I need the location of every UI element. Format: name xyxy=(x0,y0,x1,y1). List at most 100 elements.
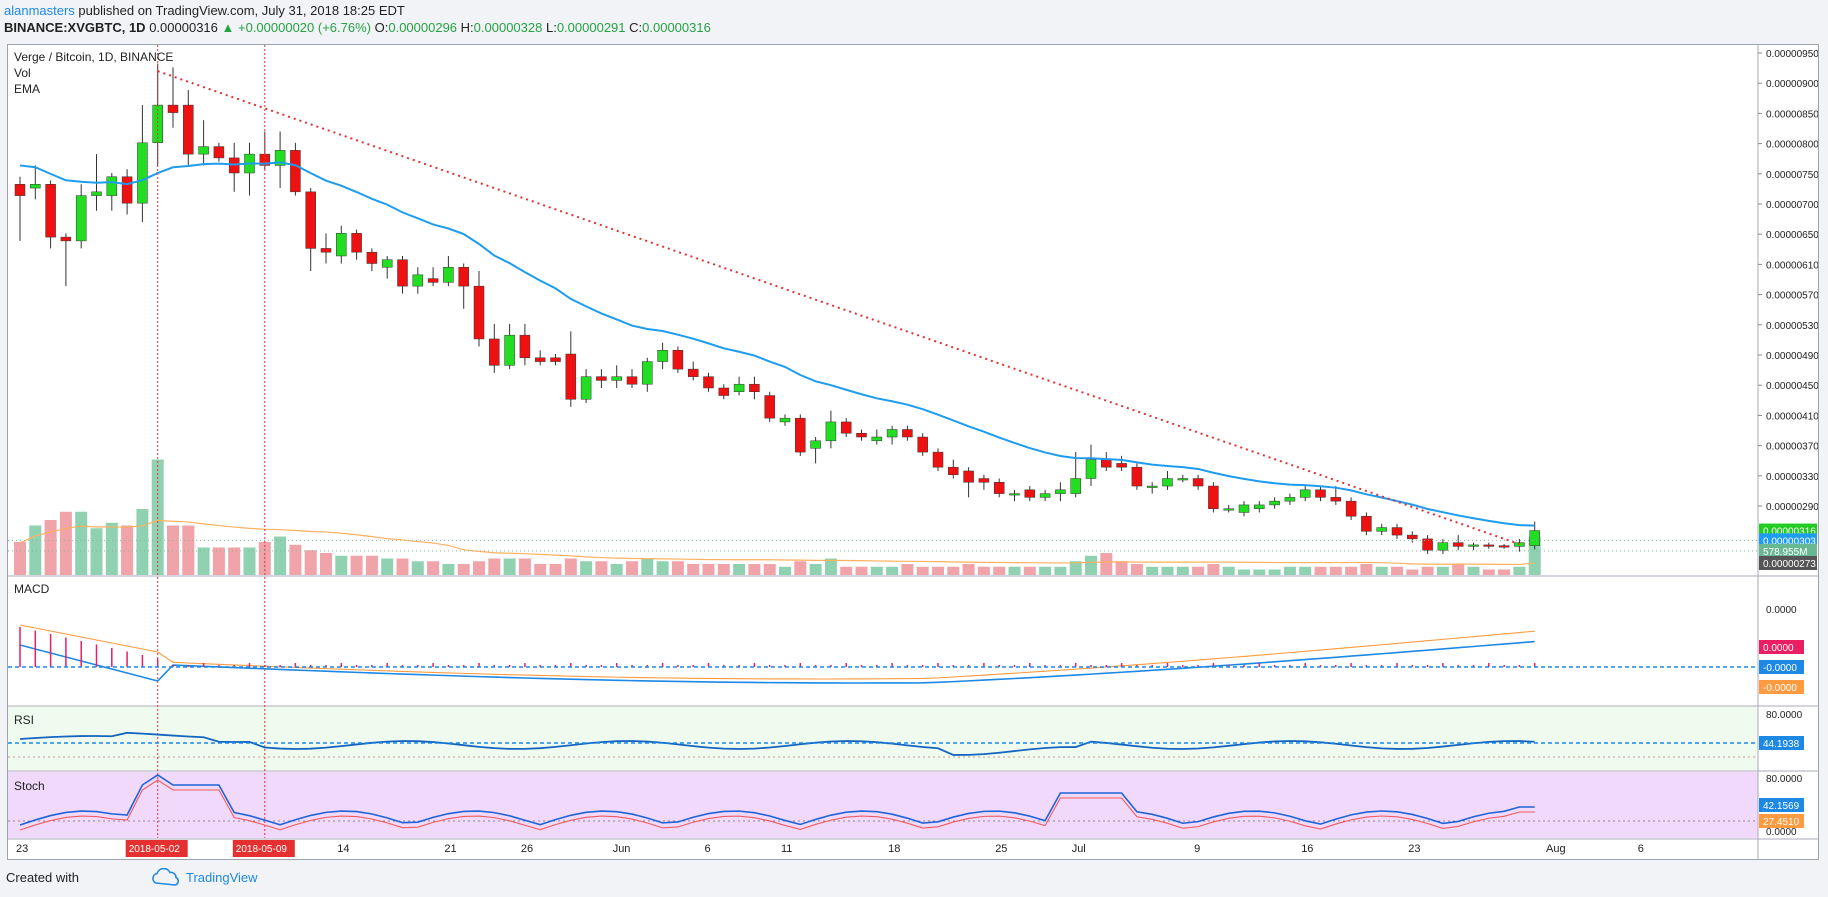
candle-body xyxy=(290,150,301,193)
candle xyxy=(1437,538,1449,554)
candles xyxy=(14,63,1540,554)
candle-body xyxy=(1376,527,1387,532)
volume-ma-line xyxy=(19,519,1535,566)
volume-bar xyxy=(779,566,791,575)
candle-body xyxy=(1498,545,1510,548)
candle xyxy=(718,384,730,400)
candle xyxy=(1116,455,1127,471)
candle-body xyxy=(412,274,424,287)
volume-bar xyxy=(901,564,914,575)
candle xyxy=(274,131,286,189)
chart-area[interactable]: 0.00000950 0.00000900 0.00000850 0.00000800… xyxy=(7,44,1819,860)
open-label: O: xyxy=(374,20,389,35)
volume-bar xyxy=(1329,566,1342,575)
volume-bar xyxy=(549,564,562,575)
time-tick-label: 14 xyxy=(337,843,349,855)
stoch-label-bg xyxy=(1759,798,1804,812)
volume-bar xyxy=(29,525,42,575)
candle xyxy=(733,376,745,396)
candle xyxy=(1299,486,1311,502)
candle xyxy=(1024,486,1036,502)
created-with: Created with xyxy=(6,870,79,885)
candle-body xyxy=(1238,504,1250,513)
candle-body xyxy=(1208,485,1219,509)
candle xyxy=(336,225,347,264)
candle-body xyxy=(672,350,684,370)
volume-bar xyxy=(1100,553,1113,575)
volume-bar xyxy=(610,564,623,575)
candle-body xyxy=(626,376,638,385)
volume-bar xyxy=(518,558,531,575)
macd-tick-label: 0.0000 xyxy=(1766,605,1797,616)
candle-body xyxy=(366,251,378,264)
candle-body xyxy=(473,285,485,340)
volume-bar xyxy=(1023,566,1036,575)
volume-series xyxy=(14,459,1541,575)
price-tick-label: 0.00000750 xyxy=(1766,170,1818,181)
candle-body xyxy=(183,104,194,155)
candle-body xyxy=(1039,493,1051,498)
volume-bar xyxy=(182,525,195,575)
candle xyxy=(948,459,959,479)
macd-label-text: -0.0000 xyxy=(1763,683,1797,694)
stoch-pane: Stoch 80.0000 0.0000 42.1569 27.4510 xyxy=(8,774,1804,838)
chart-svg[interactable]: 0.00000950 0.00000900 0.00000850 0.00000800… xyxy=(8,45,1818,859)
time-tick-label: 6 xyxy=(705,843,711,855)
volume-bar xyxy=(44,520,57,575)
candle xyxy=(14,176,26,241)
candle xyxy=(183,90,194,166)
candle xyxy=(351,229,362,260)
volume-bar xyxy=(1314,566,1327,575)
candle xyxy=(795,414,806,456)
volume-bar xyxy=(1345,566,1358,575)
stoch-title: Stoch xyxy=(14,779,45,793)
price-label-text: 0.00000316 xyxy=(1763,527,1816,538)
volume-bar xyxy=(855,566,868,575)
legend-vol: Vol xyxy=(14,66,31,80)
candle xyxy=(1070,452,1081,498)
price-axis: 0.00000950 0.00000900 0.00000850 0.00000800… xyxy=(1758,49,1818,513)
candle-body xyxy=(871,436,883,442)
candle-body xyxy=(856,432,867,438)
candle-body xyxy=(1483,544,1495,547)
candle xyxy=(703,372,714,392)
candle-body xyxy=(1468,544,1479,547)
rsi-title: RSI xyxy=(14,713,34,727)
volume-bar xyxy=(1268,569,1281,575)
tradingview-link[interactable]: TradingView xyxy=(186,870,258,885)
stoch-label-text: 42.1569 xyxy=(1763,801,1800,812)
price-tick-label: 0.00000610 xyxy=(1766,260,1818,271)
volume-bar xyxy=(427,561,440,575)
open-value: 0.00000296 xyxy=(388,20,458,35)
volume-bar xyxy=(870,566,883,575)
time-tick-label: Jul xyxy=(1072,843,1086,855)
candle-body xyxy=(749,383,760,393)
candle xyxy=(657,342,668,370)
author-link[interactable]: alanmasters xyxy=(4,3,75,18)
price-tick-label: 0.00000530 xyxy=(1766,321,1818,332)
candle-body xyxy=(978,478,990,483)
candle-body xyxy=(75,195,87,242)
candle xyxy=(1529,521,1540,550)
candle-body xyxy=(948,466,959,475)
price-label-bg xyxy=(1759,533,1817,548)
volume-bar xyxy=(1528,536,1541,575)
date-flag-text: 2018-05-02 xyxy=(129,844,181,855)
volume-bar xyxy=(1238,569,1250,575)
volume-bar xyxy=(212,547,225,575)
volume-bar xyxy=(1085,555,1097,575)
candle xyxy=(550,354,561,366)
candle-body xyxy=(14,184,26,196)
stoch-tick-label: 80.0000 xyxy=(1766,774,1803,785)
candle xyxy=(412,267,424,294)
candle xyxy=(596,369,607,388)
candle xyxy=(443,255,454,287)
candle xyxy=(840,418,852,438)
candle xyxy=(1422,535,1433,554)
rsi-pane: RSI 80.0000 44.1938 xyxy=(8,710,1804,758)
candle-body xyxy=(1407,534,1418,540)
candle-body xyxy=(886,429,898,438)
candle xyxy=(1361,512,1372,536)
candle xyxy=(1269,497,1280,509)
close-label: C: xyxy=(629,20,643,35)
